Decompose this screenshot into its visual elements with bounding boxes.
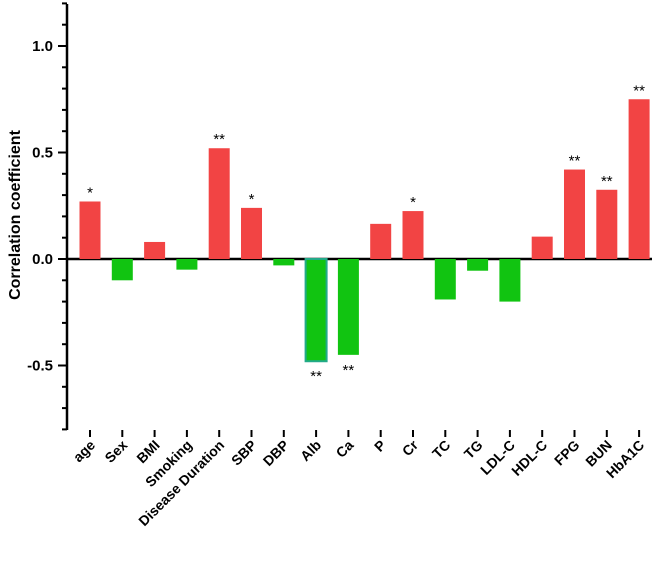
significance-label: ** bbox=[633, 82, 645, 99]
category-label: DBP bbox=[260, 437, 292, 469]
y-axis: -0.5 0.0 0.5 1.0 bbox=[27, 2, 69, 431]
significance-label: ** bbox=[310, 368, 322, 385]
bars bbox=[79, 99, 650, 363]
bar-bun bbox=[596, 189, 618, 259]
bar-tg bbox=[467, 259, 489, 271]
bar-bmi bbox=[144, 241, 166, 259]
bar-fpg bbox=[564, 169, 585, 259]
significance-labels: ****** ********* bbox=[87, 82, 645, 385]
category-label: P bbox=[371, 437, 389, 455]
bar-sbp bbox=[241, 207, 262, 259]
bar-hba1c bbox=[628, 99, 650, 259]
bar-ca bbox=[337, 259, 359, 355]
y-tick-label: 1.0 bbox=[32, 38, 53, 55]
significance-label: * bbox=[87, 184, 93, 201]
y-tick-label: 0.5 bbox=[32, 145, 53, 162]
bar-sex bbox=[111, 259, 133, 281]
category-label: Sex bbox=[101, 437, 130, 466]
significance-label: * bbox=[410, 194, 416, 211]
significance-label: ** bbox=[601, 173, 613, 190]
bar-hdl-c bbox=[531, 236, 553, 259]
y-tick-label: 0.0 bbox=[32, 251, 53, 268]
category-label: Cr bbox=[399, 436, 422, 459]
category-label: FPG bbox=[551, 437, 583, 469]
significance-label: ** bbox=[569, 153, 581, 170]
bar-smoking bbox=[176, 259, 198, 270]
y-tick-label: -0.5 bbox=[27, 358, 53, 375]
significance-label: ** bbox=[213, 131, 225, 148]
bar-p bbox=[370, 223, 392, 259]
category-label: Alb bbox=[297, 437, 324, 464]
category-label: SBP bbox=[228, 437, 260, 469]
significance-label: ** bbox=[343, 362, 355, 379]
category-label: TG bbox=[461, 437, 486, 462]
category-label: HDL-C bbox=[508, 437, 550, 479]
bar-age bbox=[79, 201, 101, 259]
bar-dbp bbox=[273, 259, 295, 266]
bar-disease-duration bbox=[208, 148, 230, 259]
y-axis-title: Correlation coefficient bbox=[7, 129, 24, 299]
bar-cr bbox=[402, 211, 424, 259]
x-axis bbox=[67, 257, 652, 437]
bar-tc bbox=[434, 259, 456, 300]
bar-alb bbox=[304, 258, 328, 363]
significance-label: * bbox=[249, 191, 255, 208]
category-label: age bbox=[70, 437, 99, 466]
bar-ldl-c bbox=[499, 259, 521, 302]
category-label: TC bbox=[429, 437, 454, 462]
category-label: Ca bbox=[333, 437, 357, 461]
